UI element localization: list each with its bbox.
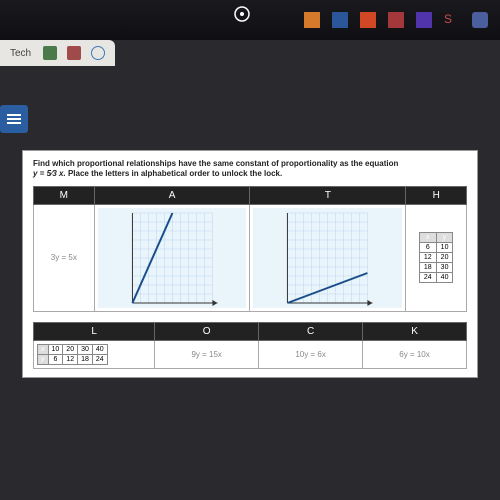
app-icon[interactable]	[472, 12, 488, 28]
col-header-h: H	[406, 186, 467, 204]
tab-icon	[43, 46, 57, 60]
col-header-l: L	[34, 322, 155, 340]
l-cell: 18	[78, 354, 93, 364]
h-cell: 20	[436, 253, 453, 263]
app-icon[interactable]: S	[444, 12, 460, 28]
cell-c: 10y = 6x	[259, 340, 363, 368]
app-icon[interactable]	[304, 12, 320, 28]
l-cell: 20	[63, 344, 78, 354]
h-cell: 30	[436, 263, 453, 273]
equation-text: y = 5⁄3 x.	[33, 169, 66, 178]
h-col-x: x	[419, 233, 436, 243]
col-header-m: M	[34, 186, 95, 204]
col-header-o: O	[155, 322, 259, 340]
h-cell: 18	[419, 263, 436, 273]
cell-t	[250, 204, 406, 311]
circle-icon[interactable]	[234, 6, 250, 22]
l-cell: 12	[63, 354, 78, 364]
l-cell: 24	[92, 354, 107, 364]
h-cell: 10	[436, 243, 453, 253]
app-icon[interactable]	[416, 12, 432, 28]
h-cell: 6	[419, 243, 436, 253]
cell-o: 9y = 15x	[155, 340, 259, 368]
lock-row-table: L O C K x 10 20 30 40 y 6 12 18 24	[33, 322, 467, 369]
instruction-line1: Find which proportional relationships ha…	[33, 159, 398, 168]
instruction-text: Find which proportional relationships ha…	[33, 159, 467, 180]
tab-icon	[67, 46, 81, 60]
math-row-table: M A T H 3y = 5x	[33, 186, 467, 312]
cell-a	[94, 204, 250, 311]
sidebar-menu-button[interactable]	[0, 105, 28, 133]
col-header-k: K	[363, 322, 467, 340]
l-cell: 40	[92, 344, 107, 354]
l-cell: 30	[78, 344, 93, 354]
col-header-t: T	[250, 186, 406, 204]
h-cell: 12	[419, 253, 436, 263]
l-cell: 6	[48, 354, 63, 364]
tab-icon	[91, 46, 105, 60]
app-icon[interactable]	[332, 12, 348, 28]
h-cell: 24	[419, 273, 436, 283]
l-col-x: x	[38, 344, 49, 354]
h-col-y: y	[436, 233, 453, 243]
chart-a	[98, 208, 247, 308]
app-icon[interactable]	[388, 12, 404, 28]
menu-icon	[7, 112, 21, 126]
app-icon[interactable]	[360, 12, 376, 28]
cell-l: x 10 20 30 40 y 6 12 18 24	[34, 340, 155, 368]
l-table: x 10 20 30 40 y 6 12 18 24	[37, 344, 108, 365]
l-col-y: y	[38, 354, 49, 364]
cell-h: xy 610 1220 1830 2440	[406, 204, 467, 311]
chart-t	[253, 208, 402, 308]
browser-tab[interactable]: Tech	[0, 40, 115, 66]
tab-label: Tech	[10, 48, 31, 59]
col-header-a: A	[94, 186, 250, 204]
col-header-c: C	[259, 322, 363, 340]
worksheet-panel: Find which proportional relationships ha…	[22, 150, 478, 378]
cell-m: 3y = 5x	[34, 204, 95, 311]
cell-k: 6y = 10x	[363, 340, 467, 368]
instruction-line2: Place the letters in alphabetical order …	[68, 169, 282, 178]
desktop-taskbar: S	[0, 0, 500, 40]
h-table: xy 610 1220 1830 2440	[419, 232, 454, 283]
h-cell: 40	[436, 273, 453, 283]
l-cell: 10	[48, 344, 63, 354]
